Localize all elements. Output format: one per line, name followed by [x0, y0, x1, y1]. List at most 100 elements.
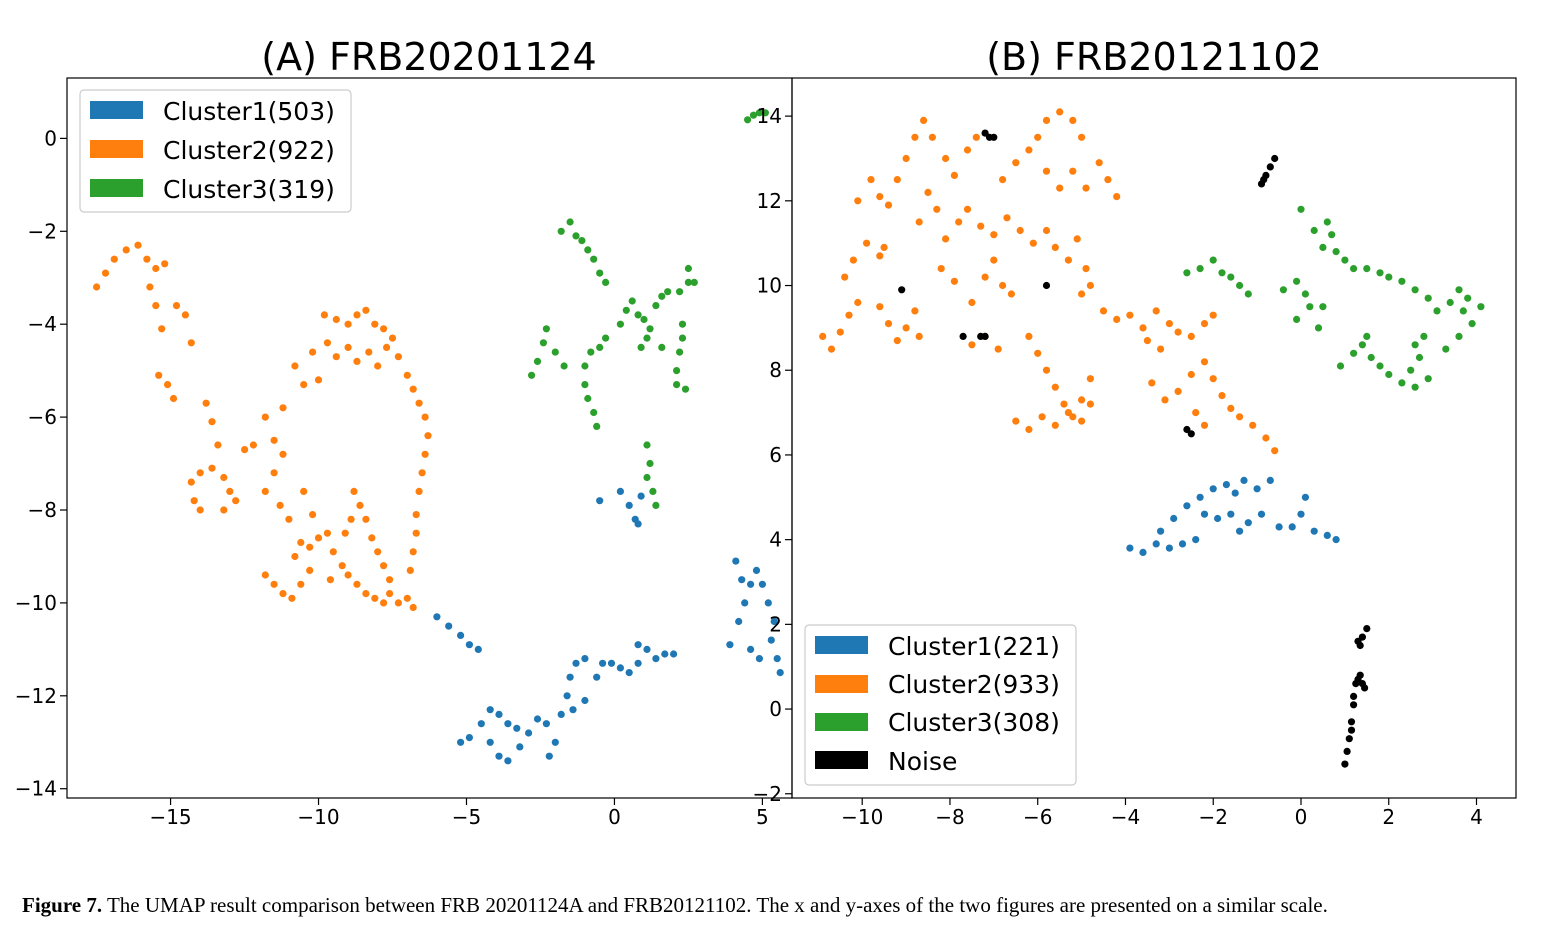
panel-b-point-series2-93 — [1174, 328, 1182, 336]
panel-b-point-series2-104 — [1209, 375, 1217, 383]
panel-a-point-series2-28 — [220, 506, 228, 514]
panel-b-point-series3-22 — [1363, 265, 1371, 273]
panel-a-y-tick-label-7: −14 — [15, 777, 57, 801]
panel-b-point-series3-3 — [1218, 269, 1226, 277]
panel-b-point-series1-17 — [1214, 514, 1222, 523]
panel-a-point-series1-53 — [738, 576, 746, 584]
panel-b-point-series4-6 — [981, 332, 989, 340]
panel-b-point-series1-9 — [1196, 493, 1204, 501]
panel-b-point-series2-98 — [1157, 345, 1165, 353]
panel-a-point-series2-36 — [276, 501, 284, 509]
panel-b-point-series2-55 — [1042, 167, 1051, 175]
panel-b-point-series2-61 — [1113, 193, 1121, 201]
legend-b-label-noise: Noise — [888, 747, 957, 776]
panel-b-point-series3-12 — [1314, 324, 1323, 332]
panel-a-point-series2-47 — [279, 590, 287, 598]
panel-a-point-series2-38 — [279, 404, 287, 412]
panel-a-point-series2-53 — [306, 543, 314, 551]
panel-b-point-series2-12 — [893, 337, 901, 345]
panel-b-point-series2-24 — [928, 133, 937, 141]
panel-b: (B) FRB20121102 −10 −8 −6 −4 −2 0 2 4 14 12 10 8 6 4… — [753, 35, 1517, 829]
panel-a-point-series1-51 — [764, 599, 772, 607]
panel-a-point-series2-9 — [152, 302, 160, 310]
panel-b-point-series2-4 — [854, 298, 862, 307]
panel-b-point-series2-92 — [1165, 320, 1173, 328]
panel-a-point-series1-1 — [445, 622, 453, 630]
panel-b-point-series1-10 — [1209, 485, 1217, 493]
panel-a-point-series2-59 — [320, 311, 328, 319]
panel-b-point-series2-0 — [819, 332, 827, 340]
panel-b-point-series2-53 — [1069, 116, 1077, 124]
panel-a-point-series2-100 — [380, 599, 388, 607]
panel-b-point-series2-86 — [968, 341, 976, 349]
panel-a-point-series1-26 — [569, 706, 577, 714]
panel-a-point-series3-8 — [584, 246, 592, 254]
panel-b-point-series3-49 — [1420, 332, 1428, 340]
panel-a-point-series3-16 — [551, 348, 559, 356]
panel-b-point-series1-6 — [1157, 527, 1165, 535]
panel-b-point-series4-14 — [1260, 176, 1268, 184]
panel-a-point-series2-44 — [309, 510, 317, 519]
panel-b-point-series2-40 — [937, 265, 945, 273]
panel-a-point-series3-17 — [560, 362, 568, 370]
panel-b-point-series3-13 — [1319, 303, 1327, 311]
panel-b-point-series2-16 — [854, 197, 862, 205]
panel-a-point-series2-30 — [249, 441, 257, 449]
panel-b-point-series1-8 — [1183, 502, 1191, 510]
panel-a-point-series2-98 — [362, 590, 370, 598]
panel-a-point-series2-52 — [297, 538, 305, 547]
panel-a-point-series1-54 — [767, 636, 775, 644]
panel-b-y-tick-label-2: 10 — [757, 274, 782, 298]
panel-a-point-series1-29 — [599, 659, 607, 667]
panel-b-point-series2-70 — [1034, 349, 1042, 357]
legend-a-label-cluster2: Cluster2(922) — [163, 136, 335, 165]
panel-b-point-series2-80 — [1051, 421, 1059, 429]
panel-b-point-series3-46 — [1415, 353, 1424, 362]
panel-b-point-series4-2 — [990, 133, 998, 141]
panel-a-point-series1-44 — [634, 520, 642, 528]
panel-b-point-series3-50 — [1363, 332, 1371, 340]
panel-b-point-series3-4 — [1227, 273, 1235, 281]
panel-b-point-series3-26 — [1411, 286, 1419, 294]
panel-a-point-series2-101 — [386, 590, 394, 598]
panel-a-point-series2-13 — [187, 339, 195, 347]
panel-a-point-series1-55 — [773, 655, 781, 663]
panel-a-point-series3-46 — [673, 381, 681, 389]
legend-b-swatch-cluster3 — [815, 713, 868, 731]
panel-b-point-series3-40 — [1367, 353, 1375, 362]
panel-a-point-series2-18 — [208, 418, 216, 426]
panel-a-point-series2-73 — [383, 343, 391, 351]
panel-b-point-series2-58 — [1082, 184, 1090, 192]
panel-b-x-tick-label-0: −10 — [841, 805, 883, 829]
panel-b-point-series1-2 — [1152, 540, 1160, 548]
panel-a-point-series2-33 — [279, 450, 287, 458]
panel-b-point-series2-52 — [1056, 108, 1064, 116]
panel-b-point-series2-23 — [920, 116, 928, 124]
panel-a-point-series2-102 — [394, 599, 402, 607]
panel-a-point-series2-81 — [418, 469, 426, 477]
panel-a-point-series3-33 — [658, 292, 666, 300]
panel-b-point-series3-0 — [1183, 269, 1191, 277]
panel-a-point-series2-54 — [314, 534, 323, 542]
panel-a-point-series1-33 — [634, 659, 642, 667]
panel-b-point-series2-39 — [1029, 239, 1037, 247]
panel-b-x-tick-label-5: 0 — [1295, 805, 1308, 829]
panel-a-x-tick-label-0: −15 — [149, 805, 191, 829]
panel-a-point-series1-31 — [616, 664, 625, 672]
panel-a-point-series1-36 — [652, 655, 660, 663]
panel-b-point-series2-96 — [1209, 311, 1217, 319]
panel-a-point-series1-7 — [477, 720, 485, 728]
panel-a-point-series2-65 — [380, 325, 388, 333]
panel-a-point-series2-7 — [161, 260, 169, 268]
panel-b-y-ticks: 14 12 10 8 6 4 2 0 −2 — [753, 104, 792, 806]
panel-b-point-series2-5 — [841, 273, 849, 281]
panel-a-point-series2-57 — [338, 562, 346, 570]
panel-b-point-series3-24 — [1385, 273, 1393, 281]
panel-b-point-series3-7 — [1279, 286, 1287, 294]
panel-a-point-series1-27 — [581, 696, 589, 705]
panel-a-point-series2-26 — [226, 487, 234, 495]
panel-b-point-series2-89 — [1126, 311, 1134, 319]
panel-b-point-series2-41 — [950, 277, 959, 285]
panel-a-point-series1-5 — [457, 738, 465, 746]
panel-a-point-series2-12 — [181, 311, 189, 319]
